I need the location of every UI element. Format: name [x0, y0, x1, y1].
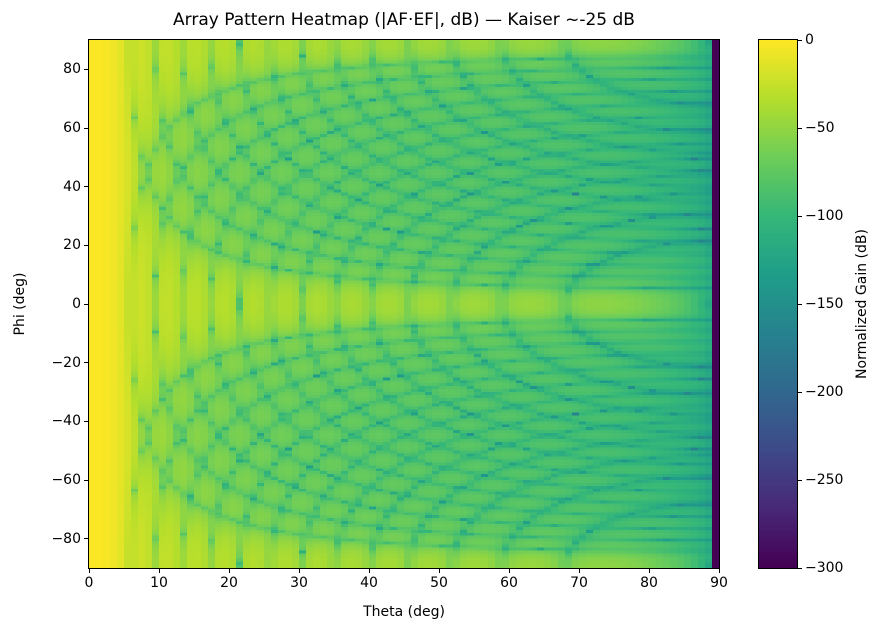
x-tick-mark: [438, 568, 440, 573]
colorbar-tick-label: 0: [805, 32, 814, 48]
y-tick-mark: [84, 362, 89, 364]
x-tick-label: 10: [150, 575, 168, 591]
x-tick-mark: [158, 568, 160, 573]
y-tick-mark: [84, 186, 89, 188]
colorbar: [759, 40, 797, 568]
y-tick-label: 0: [72, 296, 81, 312]
y-tick-label: 20: [63, 237, 81, 254]
y-tick-mark: [84, 127, 89, 129]
x-tick-mark: [298, 568, 300, 573]
x-tick-label: 40: [360, 575, 378, 591]
x-tick-label: 80: [640, 575, 658, 591]
x-tick-mark: [578, 568, 580, 573]
x-axis-label: Theta (deg): [363, 604, 445, 620]
x-tick-mark: [648, 568, 650, 573]
x-tick-label: 60: [500, 575, 518, 591]
heatmap-cells: [89, 40, 719, 568]
x-tick-mark: [718, 568, 720, 573]
x-tick-label: 30: [290, 575, 308, 591]
y-tick-label: 40: [63, 178, 81, 195]
x-tick-label: 90: [710, 575, 728, 591]
x-tick-mark: [88, 568, 90, 573]
colorbar-label: Normalized Gain (dB): [854, 229, 870, 379]
colorbar-tick-label: −200: [805, 384, 844, 400]
colorbar-tick-label: −250: [805, 472, 844, 488]
colorbar-tick-label: −50: [805, 120, 835, 136]
y-tick-label: −40: [51, 413, 81, 430]
colorbar-tick-label: −150: [805, 296, 844, 312]
y-tick-mark: [84, 538, 89, 540]
x-tick-label: 50: [430, 575, 448, 591]
colorbar-tick-mark: [797, 479, 802, 481]
x-tick-label: 0: [84, 575, 94, 591]
y-tick-label: −20: [51, 354, 81, 371]
y-axis-label: Phi (deg): [12, 272, 28, 336]
colorbar-tick-mark: [797, 567, 802, 569]
y-tick-mark: [84, 244, 89, 246]
x-tick-label: 20: [220, 575, 238, 591]
y-tick-label: −60: [51, 472, 81, 488]
x-tick-label: 70: [570, 575, 588, 591]
colorbar-tick-mark: [797, 391, 802, 393]
x-tick-mark: [508, 568, 510, 573]
colorbar-tick-mark: [797, 303, 802, 305]
chart-title: Array Pattern Heatmap (|AF·EF|, dB) — Ka…: [173, 10, 635, 30]
colorbar-tick-mark: [797, 127, 802, 129]
y-tick-mark: [84, 420, 89, 422]
x-tick-mark: [228, 568, 230, 573]
y-tick-label: 80: [63, 61, 81, 78]
y-tick-mark: [84, 479, 89, 481]
colorbar-tick-mark: [797, 39, 802, 41]
colorbar-tick-mark: [797, 215, 802, 217]
y-tick-mark: [84, 303, 89, 305]
y-tick-label: 60: [63, 120, 81, 136]
y-tick-mark: [84, 68, 89, 70]
x-tick-mark: [368, 568, 370, 573]
colorbar-tick-label: −300: [805, 560, 844, 576]
y-tick-label: −80: [51, 530, 81, 547]
colorbar-tick-label: −100: [805, 208, 844, 224]
